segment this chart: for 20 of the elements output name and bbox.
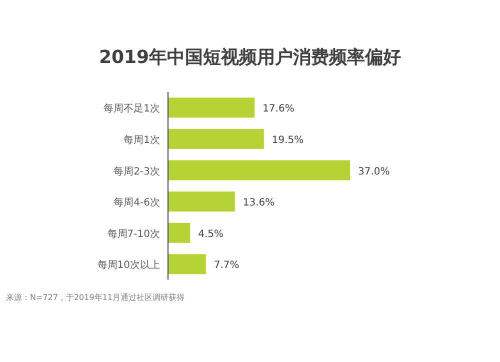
y-tick-label: 每周10次以上: [97, 259, 160, 272]
data-label: 19.5%: [272, 134, 304, 146]
y-tick-label: 每周7-10次: [107, 228, 160, 240]
bar: [168, 254, 206, 274]
bar: [168, 160, 350, 180]
data-label: 4.5%: [198, 228, 224, 240]
bar: [168, 222, 190, 243]
source-note: 来源：N=727，于2019年11月通过社区调研获得: [6, 293, 184, 302]
chart-title: 2019年中国短视频用户消费频率偏好: [98, 47, 402, 68]
y-tick-label: 每周1次: [124, 134, 160, 146]
bar: [168, 98, 255, 118]
y-tick-label: 每周4-6次: [114, 196, 160, 209]
y-tick-label: 每周2-3次: [114, 165, 160, 178]
data-label: 13.6%: [242, 198, 275, 209]
bar: [168, 128, 264, 149]
data-label: 7.7%: [214, 260, 240, 272]
bar: [168, 192, 235, 212]
y-tick-label: 每周不足1次: [104, 102, 160, 115]
data-label: 17.6%: [262, 104, 294, 115]
data-label: 37.0%: [358, 166, 390, 178]
